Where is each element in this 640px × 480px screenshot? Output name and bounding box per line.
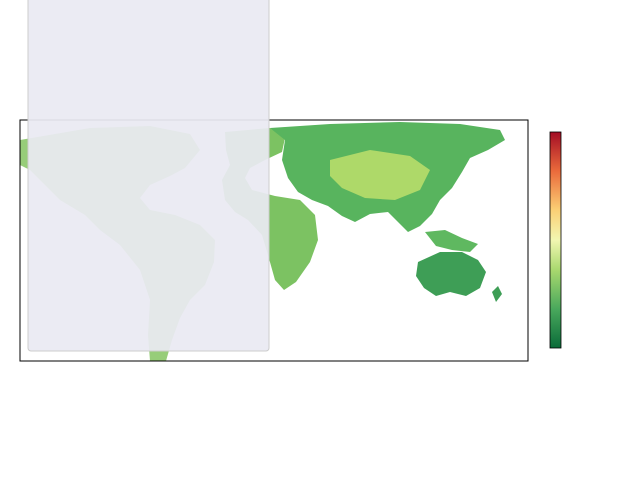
map-australia [416,252,486,296]
map-new-zealand [492,286,502,302]
colorbar [549,131,562,349]
colorbar-gradient [549,131,562,349]
legend-frame [27,0,270,352]
map-asia-highlands [330,150,430,200]
legend [27,0,270,352]
map-se-asia [425,230,478,252]
plot-frame [19,119,529,362]
